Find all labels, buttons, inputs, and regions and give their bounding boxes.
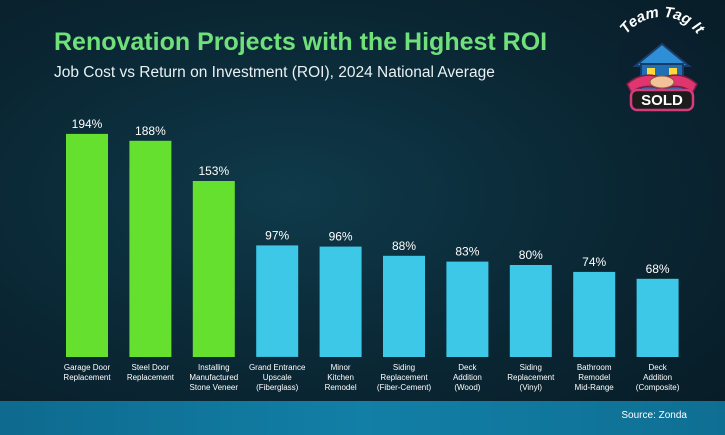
category-label: Deck Addition (Wood)	[453, 363, 482, 392]
category-label: Siding Replacement (Fiber-Cement)	[377, 363, 432, 392]
category-label: Installing Manufactured Stone Veneer	[189, 363, 238, 392]
category-label: Minor Kitchen Remodel	[325, 363, 357, 392]
bar-chart: 194% Garage Door Replacement 188% Steel Door…	[63, 117, 680, 392]
bar-2	[192, 181, 235, 357]
bar-value-label: 80%	[519, 248, 543, 262]
bar-6	[446, 261, 489, 357]
bar-value-label: 74%	[582, 255, 606, 269]
chart-title: Renovation Projects with the Highest ROI	[54, 28, 548, 56]
category-label: Bathroom Remodel Mid-Range	[575, 363, 615, 392]
category-label: Steel Door Replacement	[127, 363, 175, 382]
sold-badge: SOLD	[629, 88, 695, 112]
bar-value-label: 68%	[646, 262, 670, 276]
category-label: Grand Entrance Upscale (Fiberglass)	[249, 363, 306, 392]
bar-5	[383, 255, 425, 357]
chart-subtitle: Job Cost vs Return on Investment (ROI), …	[54, 64, 495, 81]
category-label: Deck Addition (Composite)	[636, 363, 680, 392]
category-label: Garage Door Replacement	[63, 363, 111, 382]
bar-0	[66, 133, 108, 357]
category-label: Siding Replacement (Vinyl)	[507, 363, 555, 392]
footer-bar: Source: Zonda	[0, 401, 725, 435]
bar-value-label: 96%	[329, 230, 353, 244]
bar-8	[573, 271, 616, 357]
bar-7	[509, 265, 552, 357]
bar-value-label: 88%	[392, 239, 416, 253]
bar-value-label: 97%	[265, 228, 289, 242]
source-note: Source: Zonda	[621, 410, 687, 421]
bar-9	[636, 278, 679, 357]
bar-1	[129, 140, 172, 357]
bar-value-label: 83%	[455, 245, 479, 259]
bar-value-label: 194%	[72, 117, 103, 131]
bar-value-label: 188%	[135, 124, 166, 138]
team-tag-it-logo: Team Tag It SOLD	[617, 4, 708, 112]
bar-4	[319, 246, 362, 357]
bar-3	[256, 245, 299, 357]
sold-badge-text: SOLD	[641, 92, 683, 109]
bar-value-label: 153%	[198, 164, 229, 178]
